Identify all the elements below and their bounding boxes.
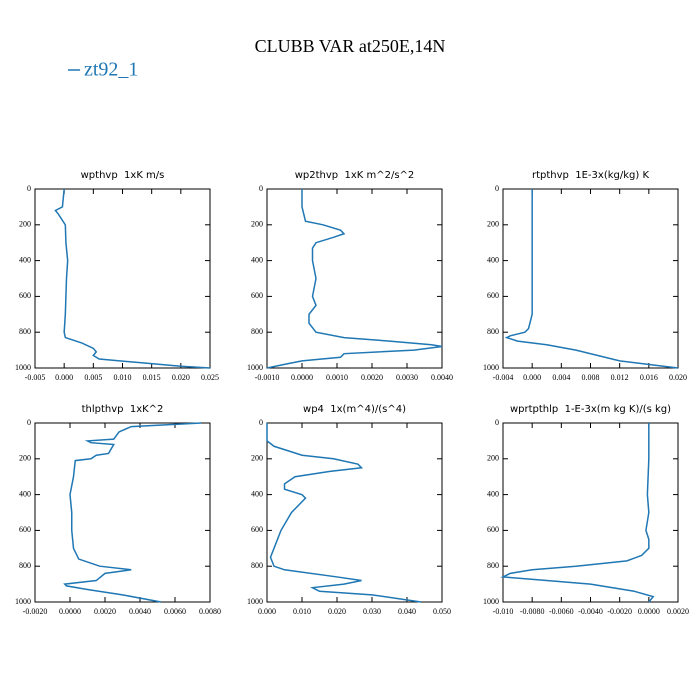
x-tick-label: -0.005	[25, 373, 46, 382]
x-tick-label: 0.0000	[291, 373, 313, 382]
x-tick-label: 0.050	[433, 607, 451, 616]
x-tick-label: 0.0060	[164, 607, 186, 616]
plot-frame	[34, 422, 211, 603]
x-tick-label: 0.0080	[199, 607, 221, 616]
plot-frame	[266, 188, 443, 369]
x-tick-label: 0.020	[669, 373, 687, 382]
x-tick-label: 0.020	[172, 373, 190, 382]
profile-line	[54, 188, 211, 369]
y-tick-label: 200	[251, 220, 263, 229]
y-tick-label: 600	[19, 525, 31, 534]
y-tick-label: 600	[487, 525, 499, 534]
profile-line	[266, 189, 443, 369]
y-tick-label: 400	[251, 489, 263, 498]
y-tick-label: 400	[487, 489, 499, 498]
y-tick-label: 400	[251, 255, 263, 264]
x-tick-label: -0.0020	[23, 607, 48, 616]
x-tick-label: 0.008	[582, 373, 600, 382]
legend-label: zt92_1	[84, 59, 138, 81]
y-tick-label: 0	[495, 418, 499, 427]
panel-title: thlpthvp 1xK^2	[82, 404, 164, 415]
x-tick-label: -0.010	[493, 607, 514, 616]
x-tick-label: 0.015	[143, 373, 161, 382]
profile-line	[500, 423, 655, 603]
plot-frame	[502, 188, 679, 369]
x-tick-label: 0.020	[328, 607, 346, 616]
x-tick-label: 0.0010	[326, 373, 348, 382]
y-tick-label: 400	[19, 255, 31, 264]
figure-title: CLUBB VAR at250E,14N	[255, 36, 446, 56]
x-tick-label: -0.0020	[607, 607, 632, 616]
y-tick-label: 0	[495, 184, 499, 193]
panel-title: wpthvp 1xK m/s	[81, 170, 165, 181]
plot-frame	[34, 188, 211, 369]
y-tick-label: 800	[487, 561, 499, 570]
x-tick-label: 0.0020	[94, 607, 116, 616]
profile-line	[63, 422, 202, 603]
profile-line	[266, 423, 422, 603]
y-tick-label: 800	[487, 327, 499, 336]
y-tick-label: 400	[19, 489, 31, 498]
y-tick-label: 200	[251, 454, 263, 463]
y-tick-label: 800	[251, 327, 263, 336]
x-tick-label: 0.0000	[638, 607, 660, 616]
x-tick-label: -0.0010	[255, 373, 280, 382]
y-tick-label: 200	[19, 454, 31, 463]
y-tick-label: 1000	[247, 363, 263, 372]
x-tick-label: -0.0040	[578, 607, 603, 616]
panel-title: wp2thvp 1xK m^2/s^2	[295, 170, 415, 181]
y-tick-label: 800	[19, 561, 31, 570]
y-tick-label: 0	[259, 418, 263, 427]
x-tick-label: 0.0030	[396, 373, 418, 382]
x-tick-label: 0.0020	[361, 373, 383, 382]
plot-frame	[502, 422, 679, 603]
x-tick-label: 0.010	[293, 607, 311, 616]
x-tick-label: 0.025	[201, 373, 219, 382]
y-tick-label: 800	[19, 327, 31, 336]
y-tick-label: 600	[251, 525, 263, 534]
x-tick-label: 0.0040	[129, 607, 151, 616]
y-tick-label: 200	[487, 220, 499, 229]
y-tick-label: 200	[19, 220, 31, 229]
panel-title: wprtpthlp 1-E-3x(m kg K)/(s kg)	[510, 404, 671, 415]
profile-line	[504, 189, 679, 369]
x-tick-label: 0.016	[640, 373, 658, 382]
y-tick-label: 600	[251, 291, 263, 300]
x-tick-label: 0.030	[363, 607, 381, 616]
y-tick-label: 600	[487, 291, 499, 300]
x-tick-label: 0.005	[84, 373, 102, 382]
x-tick-label: -0.0080	[520, 607, 545, 616]
x-tick-label: 0.012	[611, 373, 629, 382]
x-tick-label: 0.000	[55, 373, 73, 382]
x-tick-label: 0.004	[552, 373, 570, 382]
x-tick-label: -0.004	[493, 373, 514, 382]
x-tick-label: 0.0040	[431, 373, 453, 382]
y-tick-label: 600	[19, 291, 31, 300]
y-tick-label: 0	[27, 418, 31, 427]
panel-title: wp4 1x(m^4)/(s^4)	[303, 404, 406, 415]
x-tick-label: 0.000	[258, 607, 276, 616]
y-tick-label: 0	[27, 184, 31, 193]
y-tick-label: 1000	[483, 597, 499, 606]
y-tick-label: 200	[487, 454, 499, 463]
plot-frame	[266, 422, 443, 603]
x-tick-label: 0.0000	[59, 607, 81, 616]
x-tick-label: 0.0020	[667, 607, 689, 616]
panel-title: rtpthvp 1E-3x(kg/kg) K	[532, 170, 649, 181]
x-tick-label: -0.0060	[549, 607, 574, 616]
y-tick-label: 800	[251, 561, 263, 570]
x-tick-label: 0.010	[114, 373, 132, 382]
y-tick-label: 1000	[483, 363, 499, 372]
y-tick-label: 400	[487, 255, 499, 264]
x-tick-label: 0.000	[523, 373, 541, 382]
y-tick-label: 1000	[247, 597, 263, 606]
x-tick-label: 0.040	[398, 607, 416, 616]
y-tick-label: 0	[259, 184, 263, 193]
y-tick-label: 1000	[15, 363, 31, 372]
y-tick-label: 1000	[15, 597, 31, 606]
